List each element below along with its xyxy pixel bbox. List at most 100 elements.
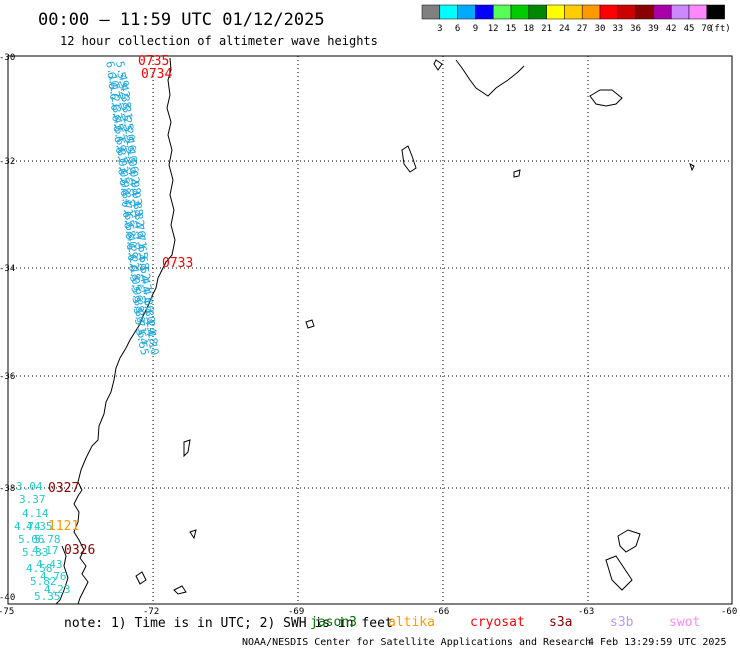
swh-label: 6.33 (107, 92, 125, 121)
colorbar-tick-label: 18 (523, 24, 534, 34)
swh-label: 6.93 (113, 146, 131, 175)
lon-label: -63 (578, 607, 594, 617)
colorbar-tick-label: 12 (488, 24, 499, 34)
swh-label: 5.25 (118, 103, 136, 132)
swh-label: 4.74 (14, 520, 41, 533)
swh-label: 6.81 (111, 135, 129, 164)
swh-label: 6.18 (125, 253, 143, 282)
colorbar-swatch (475, 4, 494, 20)
mission-jason3: jason3 (310, 615, 357, 630)
lon-label: -66 (433, 607, 449, 617)
colorbar-tick-label: 36 (630, 24, 641, 34)
swh-label: 5.88 (128, 285, 146, 314)
colorbar-swatch (635, 4, 654, 20)
lon-label: -75 (0, 607, 14, 617)
longitude-labels: -75 -72 -69 -66 -63 -60 (0, 607, 737, 617)
swh-label: 5.02 (124, 156, 142, 185)
colorbar-swatch (528, 4, 547, 20)
islet-south-b (189, 529, 197, 540)
swh-label: 5.55 (133, 328, 151, 357)
mission-cryosat: cryosat (470, 615, 525, 630)
chiloe-island (55, 545, 69, 605)
colorbar-tick-label: 33 (612, 24, 623, 34)
colorbar-unit: (ft) (709, 24, 731, 34)
swh-label: 4.93 (126, 178, 144, 207)
colorbar-swatch (439, 4, 458, 20)
swh-label: 4.30 (139, 296, 157, 325)
time-label-0734: 0734 (141, 67, 172, 82)
colorbar-swatch (581, 4, 601, 20)
mission-legend: jason3 altika cryosat s3a s3b swot (310, 615, 700, 630)
colorbar-tick-label: 21 (541, 24, 552, 34)
coastlines (55, 57, 695, 605)
colorbar-swatch (510, 4, 530, 20)
colorbar-tick-label: 6 (455, 24, 460, 34)
colorbar-tick-label: 15 (506, 24, 517, 34)
swh-label: 4.76 (40, 570, 67, 583)
lat-label: -34 (0, 264, 15, 274)
swh-label: 4.14 (22, 507, 49, 520)
swh-label: 6.58 (120, 210, 138, 239)
colorbar-swatch (670, 4, 690, 20)
islet-mid (305, 319, 315, 329)
island-central-north (401, 145, 417, 173)
samborombon-coast (589, 89, 623, 107)
swh-label: 6.98 (115, 167, 133, 196)
islet-south-d (173, 585, 187, 595)
swh-label: 4.52 (135, 253, 153, 282)
swh-label: 5.10 (121, 135, 139, 164)
swh-label: 5.80 (129, 296, 147, 325)
colorbar-tick-label: 30 (595, 24, 606, 34)
swh-label: 5.31 (117, 92, 135, 121)
swh-label: 3.04 (16, 480, 43, 493)
island-west-north (433, 59, 443, 71)
colorbar-swatch (599, 4, 619, 20)
colorbar-swatch (546, 4, 565, 20)
southeast-coast (605, 555, 633, 591)
colorbar-tick-label: 39 (648, 24, 659, 34)
islet-south-a (183, 439, 191, 458)
colorbar-swatch (653, 4, 672, 20)
swh-label: 4.71 (131, 221, 149, 250)
track-north: 6.106.176.216.336.456.576.696.816.937.05… (103, 60, 161, 357)
note-text: note: 1) Time is in UTC; 2) SWH is in fe… (64, 616, 393, 631)
colorbar-tick-label: 3 (437, 24, 442, 34)
map-frame (7, 55, 733, 605)
swh-label: 5.38 (115, 81, 133, 110)
swh-label: 6.71 (117, 189, 135, 218)
colorbar-swatch (421, 4, 441, 20)
lon-label: -60 (721, 607, 737, 617)
generated-timestamp: 4 Feb 13:29:59 UTC 2025 (588, 637, 726, 648)
credit-text: NOAA/NESDIS Center for Satellite Applica… (242, 637, 591, 648)
swh-label: 5.20 (119, 114, 137, 143)
swh-label: 4.10 (143, 328, 161, 357)
islet-south-c (135, 571, 147, 585)
mission-altika: altika (388, 615, 435, 630)
swh-label: 4.23 (44, 583, 71, 596)
swh-label: 4.88 (127, 189, 145, 218)
swh-label: 4.82 (129, 199, 147, 228)
latitude-labels: -30 -32 -34 -36 -38 -40 (0, 53, 15, 603)
swh-label: 3.37 (19, 493, 46, 506)
lat-label: -36 (0, 372, 15, 382)
east-coast-north (455, 59, 525, 97)
colorbar-tick-label: 27 (577, 24, 588, 34)
swh-label: 4.65 (132, 231, 150, 260)
swh-label: 5.35 (34, 590, 61, 603)
colorbar-tick-label: 42 (666, 24, 677, 34)
time-label-1121: 1121 (48, 519, 79, 534)
time-label-0733: 0733 (162, 256, 193, 271)
lat-label: -32 (0, 157, 15, 167)
time-label-0735: 0735 (138, 54, 169, 69)
swh-label: 6.21 (105, 81, 123, 110)
swh-label: 6.29 (122, 231, 140, 260)
time-label-0327: 0327 (48, 481, 79, 496)
colorbar-swatch (564, 4, 583, 20)
swh-label: 7.05 (114, 156, 132, 185)
swh-label: 5.96 (127, 274, 145, 303)
islet-east (689, 163, 695, 172)
lat-label: -30 (0, 53, 15, 63)
swh-label: 5.16 (120, 124, 138, 153)
swh-label: 6.65 (119, 199, 137, 228)
colorbar-swatch (706, 4, 725, 20)
